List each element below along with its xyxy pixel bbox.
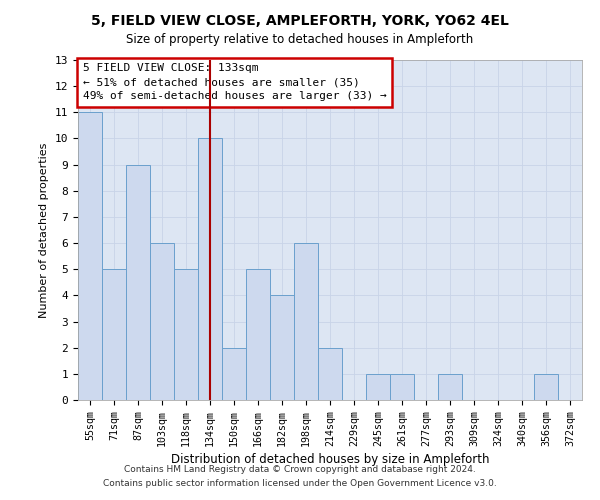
- Bar: [198, 138, 222, 400]
- Text: Contains HM Land Registry data © Crown copyright and database right 2024.
Contai: Contains HM Land Registry data © Crown c…: [103, 466, 497, 487]
- Y-axis label: Number of detached properties: Number of detached properties: [39, 142, 49, 318]
- Bar: [438, 374, 462, 400]
- Bar: [126, 164, 150, 400]
- Bar: [174, 269, 198, 400]
- Bar: [294, 243, 318, 400]
- Text: Size of property relative to detached houses in Ampleforth: Size of property relative to detached ho…: [127, 32, 473, 46]
- Bar: [222, 348, 246, 400]
- Bar: [246, 269, 270, 400]
- Bar: [318, 348, 342, 400]
- Bar: [366, 374, 390, 400]
- Text: 5 FIELD VIEW CLOSE: 133sqm
← 51% of detached houses are smaller (35)
49% of semi: 5 FIELD VIEW CLOSE: 133sqm ← 51% of deta…: [83, 64, 387, 102]
- X-axis label: Distribution of detached houses by size in Ampleforth: Distribution of detached houses by size …: [171, 452, 489, 466]
- Bar: [78, 112, 102, 400]
- Bar: [390, 374, 414, 400]
- Bar: [534, 374, 558, 400]
- Bar: [102, 269, 126, 400]
- Bar: [150, 243, 174, 400]
- Bar: [270, 296, 294, 400]
- Text: 5, FIELD VIEW CLOSE, AMPLEFORTH, YORK, YO62 4EL: 5, FIELD VIEW CLOSE, AMPLEFORTH, YORK, Y…: [91, 14, 509, 28]
